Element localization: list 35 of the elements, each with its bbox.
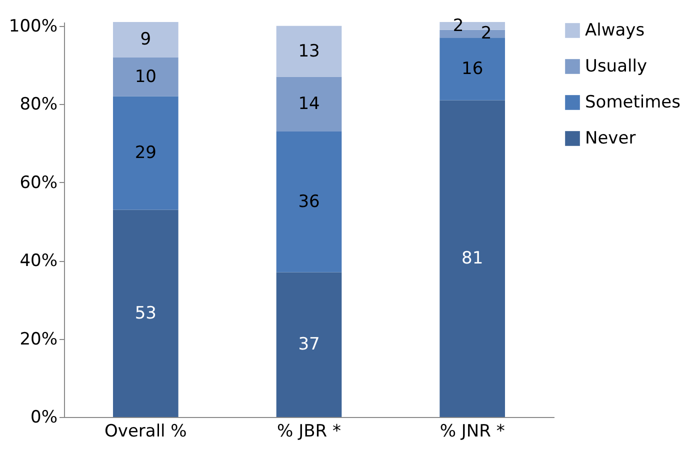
y-tick-label: 60%	[20, 172, 58, 193]
data-label: 2	[452, 16, 464, 36]
bar	[440, 38, 505, 100]
y-tick-label: 0%	[30, 408, 58, 428]
bar	[113, 22, 178, 58]
data-label: 29	[134, 143, 156, 164]
x-tick-label: Overall %	[104, 422, 187, 442]
data-label: 37	[298, 334, 320, 355]
bar	[113, 210, 178, 417]
bar	[276, 132, 342, 272]
data-label: 9	[140, 30, 152, 50]
y-tick-label: 100%	[8, 16, 58, 36]
legend-label: Usually	[585, 56, 647, 76]
data-label: 16	[462, 58, 484, 79]
legend-label: Always	[585, 20, 645, 40]
y-tick-label: 20%	[20, 329, 58, 350]
bar	[440, 100, 505, 417]
data-label: 36	[298, 192, 320, 212]
x-tick-label: % JNR *	[440, 422, 505, 442]
data-label: 53	[134, 303, 156, 324]
bar	[276, 26, 342, 77]
y-tick-label: 80%	[20, 94, 58, 115]
bar	[113, 57, 178, 96]
bar	[276, 76, 342, 132]
legend-label: Never	[585, 128, 636, 148]
data-label: 10	[134, 66, 156, 87]
y-tick-label: 40%	[20, 251, 58, 272]
bar	[113, 96, 178, 210]
data-label: 2	[480, 24, 492, 44]
data-label: 14	[298, 94, 320, 114]
legend-label: Sometimes	[585, 92, 681, 112]
data-label: 13	[298, 41, 320, 62]
bar	[276, 272, 342, 417]
x-tick-label: % JBR *	[277, 422, 341, 442]
data-label: 81	[462, 248, 484, 269]
